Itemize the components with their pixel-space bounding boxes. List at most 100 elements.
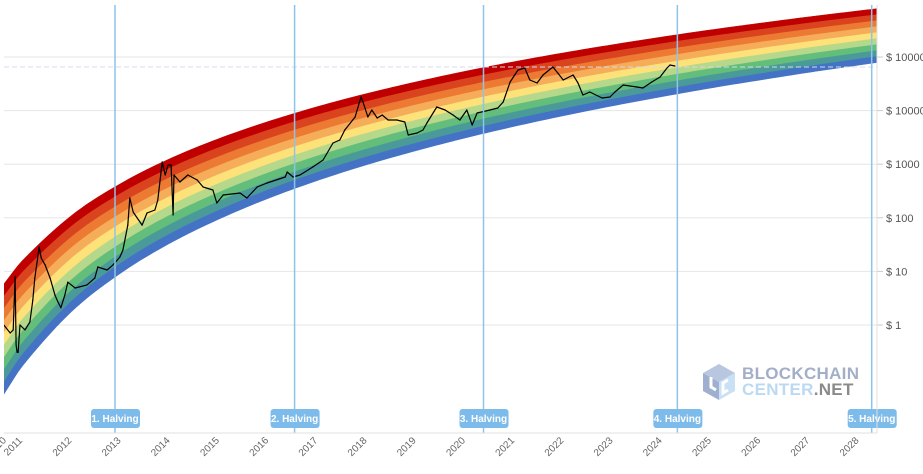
price-point (669, 64, 671, 66)
price-point (256, 186, 258, 188)
price-point (332, 142, 334, 144)
price-point (572, 74, 574, 76)
price-point (642, 87, 644, 89)
price-point (354, 116, 356, 118)
price-point (529, 79, 531, 81)
halving-label: 3. Halving (460, 414, 507, 425)
price-point (552, 66, 554, 68)
price-point (360, 96, 362, 98)
y-tick-label: $ 100000 (886, 52, 923, 64)
price-point (122, 249, 124, 251)
price-point (452, 114, 454, 116)
halving-label: 5. Halving (848, 414, 895, 425)
price-point (57, 301, 59, 303)
btc-price-line (4, 64, 676, 353)
price-point (127, 224, 129, 226)
price-point (112, 264, 114, 266)
price-point (106, 269, 108, 271)
x-tick-label: 2012 (51, 435, 75, 459)
x-tick-label: 2017 (297, 435, 321, 459)
price-point (132, 211, 134, 213)
price-point (542, 74, 544, 76)
price-point (266, 182, 268, 184)
price-point (497, 107, 499, 109)
price-point (582, 94, 584, 96)
price-point (636, 86, 638, 88)
price-point (459, 119, 461, 121)
x-tick-label: 2018 (346, 435, 370, 459)
price-point (60, 307, 62, 309)
price-point (129, 197, 131, 199)
price-point (161, 161, 163, 163)
y-tick-label: $ 100 (886, 213, 914, 225)
x-tick-label: 2028 (838, 435, 862, 459)
price-point (659, 76, 661, 78)
price-point (154, 209, 156, 211)
price-point (651, 81, 653, 83)
halving-badge (653, 409, 703, 428)
y-tick-label: $ 1000 (886, 159, 920, 171)
cube-logo-icon (703, 364, 735, 400)
price-point (509, 81, 511, 83)
price-point (466, 109, 468, 111)
price-point (187, 174, 189, 176)
price-point (371, 109, 373, 111)
x-tick-label: 2021 (494, 435, 518, 459)
price-point (407, 134, 409, 136)
price-point (284, 176, 286, 178)
logo-text-blockchain: BLOCKCHAIN (742, 364, 860, 383)
y-tick-label: $ 10000 (886, 106, 923, 118)
price-point (362, 101, 364, 103)
price-point (557, 72, 559, 74)
price-point (322, 159, 324, 161)
price-point (86, 284, 88, 286)
price-point (34, 277, 36, 279)
price-point (167, 164, 169, 166)
price-point (212, 189, 214, 191)
price-point (404, 121, 406, 123)
rainbow-bands (4, 8, 877, 395)
price-point (119, 256, 121, 258)
price-point (239, 192, 241, 194)
x-tick-label: 2010 (0, 435, 9, 459)
price-point (286, 171, 288, 173)
blockchaincenter-logo: BLOCKCHAIN CENTER.NET (702, 363, 859, 401)
price-point (476, 112, 478, 114)
price-point (173, 174, 175, 176)
price-point (9, 332, 11, 334)
price-point (246, 197, 248, 199)
price-point (44, 264, 46, 266)
x-tick-label: 2023 (592, 435, 616, 459)
price-point (489, 109, 491, 111)
price-point (367, 116, 369, 118)
price-point (12, 329, 14, 331)
x-tick-label: 2011 (2, 435, 25, 458)
price-point (202, 186, 204, 188)
logo-text-net: .NET (813, 380, 854, 399)
price-point (4, 324, 5, 326)
price-point (577, 82, 579, 84)
price-point (517, 69, 519, 71)
price-point (524, 67, 526, 69)
x-tick-label: 2022 (543, 435, 567, 459)
halving-badge (847, 409, 897, 428)
price-point (196, 179, 198, 181)
price-point (16, 351, 18, 353)
price-point (49, 277, 51, 279)
price-point (562, 79, 564, 81)
price-point (14, 276, 16, 278)
x-tick-label: 2016 (248, 435, 272, 459)
halving-label: 2. Halving (271, 414, 318, 425)
price-point (381, 114, 383, 116)
price-point (157, 199, 159, 201)
price-point (376, 117, 378, 119)
x-tick-label: 2024 (641, 435, 665, 459)
price-point (396, 119, 398, 121)
price-point (172, 214, 174, 216)
price-point (97, 266, 99, 268)
price-point (416, 132, 418, 134)
price-point (344, 129, 346, 131)
price-point (502, 101, 504, 103)
price-point (38, 246, 40, 248)
x-tick-label: 2019 (395, 435, 419, 459)
